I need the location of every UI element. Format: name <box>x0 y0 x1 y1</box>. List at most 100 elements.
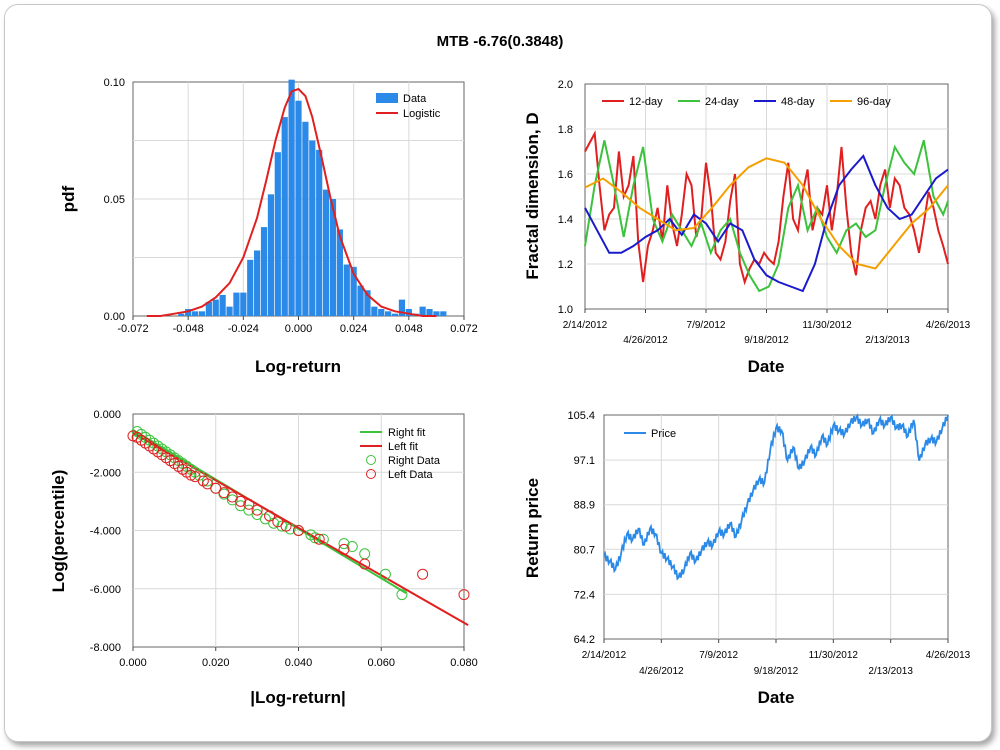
histogram-bar <box>219 294 226 316</box>
data-point <box>379 568 391 580</box>
y-tick-label: 1.2 <box>558 259 573 271</box>
histogram-bar <box>329 199 337 316</box>
series-line-48-day <box>584 154 949 293</box>
histogram-bar <box>378 308 385 316</box>
data-point <box>201 475 213 487</box>
data-point <box>458 589 470 601</box>
price-panel: 2/14/2012 4/26/2012 7/9/2012 9/18/2012 11/30… <box>523 410 971 707</box>
y-tick-label: 88.9 <box>574 500 595 512</box>
x-tick-label: 11/30/2012 <box>809 650 859 661</box>
histogram-bar <box>371 306 378 316</box>
x-tick-label: 9/18/2012 <box>744 335 789 346</box>
histogram-bar <box>254 250 261 316</box>
data-point <box>293 525 304 536</box>
price-x-label: Date <box>758 688 795 707</box>
histogram-bar <box>350 266 357 316</box>
histogram-bar <box>295 100 302 316</box>
y-tick-label: -6.000 <box>90 584 121 596</box>
histogram-bar <box>178 313 185 316</box>
histogram-bar <box>433 311 440 316</box>
series-line-24-day <box>584 140 949 293</box>
histogram-bar <box>288 79 295 316</box>
histogram-bar <box>405 308 412 316</box>
histogram-legend: Data Logistic <box>376 93 441 120</box>
y-tick-label: 72.4 <box>574 589 595 601</box>
x-tick-label: 0.000 <box>285 323 313 335</box>
data-point <box>417 568 429 580</box>
legend-swatch-data <box>376 93 398 103</box>
fractal-legend: 12-day 24-day 48-day 96-day <box>602 96 891 108</box>
x-tick-label: 0.060 <box>367 657 395 669</box>
price-legend: Price <box>624 428 676 440</box>
x-tick-label: 0.024 <box>340 323 368 335</box>
x-tick-label: 7/9/2012 <box>687 320 726 331</box>
fractal-y-label: Fractal dimension, D <box>523 112 542 279</box>
x-tick-label: 2/13/2013 <box>865 335 910 346</box>
histogram-bar <box>198 311 206 316</box>
tail-x-label: |Log-return| <box>250 688 345 707</box>
y-tick-label: 105.4 <box>567 410 595 422</box>
histogram-bar <box>274 152 281 316</box>
fractal-panel: 2/14/2012 4/26/2012 7/9/2012 9/18/2012 11/30… <box>523 79 971 376</box>
series-line-12-day <box>584 130 949 286</box>
y-tick-label: 0.10 <box>104 77 125 89</box>
legend-label-left-fit: Left fit <box>388 441 418 453</box>
histogram-bar <box>260 227 268 316</box>
data-point <box>338 543 350 555</box>
histogram-bar <box>267 194 275 316</box>
x-tick-label: 9/18/2012 <box>754 666 799 677</box>
histogram-bar <box>419 306 426 316</box>
x-tick-label: 2/14/2012 <box>563 320 608 331</box>
y-tick-label: 2.0 <box>558 79 573 91</box>
data-point <box>359 548 371 560</box>
x-tick-label: 0.020 <box>202 657 230 669</box>
tail-legend: Right fit Left fit Right Data Left Data <box>360 427 441 481</box>
histogram-bar <box>240 292 247 316</box>
legend-label-data: Data <box>403 93 427 105</box>
x-tick-label: 4/26/2013 <box>926 650 971 661</box>
legend-label-logistic: Logistic <box>403 108 441 120</box>
y-tick-label: 1.8 <box>558 124 573 136</box>
data-point <box>280 520 292 532</box>
legend-label-48-day: 48-day <box>781 96 815 108</box>
data-point <box>264 510 276 522</box>
y-tick-label: -4.000 <box>90 526 121 538</box>
histogram-bar <box>343 264 350 316</box>
data-point <box>226 494 238 506</box>
x-tick-label: -0.048 <box>173 323 204 335</box>
price-line <box>603 413 949 581</box>
tail-panel: 0.000 0.020 0.040 0.060 0.080 0.000 -2.000 -4.… <box>49 409 478 707</box>
y-tick-label: -8.000 <box>90 642 121 654</box>
histogram-bar <box>322 189 330 316</box>
data-point <box>338 538 350 550</box>
legend-label-24-day: 24-day <box>705 96 739 108</box>
x-tick-label: 4/26/2013 <box>926 320 971 331</box>
legend-label-right-data: Right Data <box>388 455 441 467</box>
histogram-bar <box>336 229 343 316</box>
legend-label-96-day: 96-day <box>857 96 891 108</box>
histogram-bar <box>191 311 199 316</box>
x-tick-label: 0.048 <box>395 323 423 335</box>
tail-y-label: Log(percentile) <box>49 470 68 593</box>
fractal-x-label: Date <box>748 357 785 376</box>
x-tick-label: 0.040 <box>285 657 313 669</box>
x-tick-label: 4/26/2012 <box>639 666 684 677</box>
y-tick-label: -2.000 <box>90 467 121 479</box>
x-tick-label: 0.080 <box>450 657 478 669</box>
histogram-bar <box>185 308 192 316</box>
price-y-label: Return price <box>523 478 542 578</box>
histogram-bar <box>233 292 240 316</box>
histogram-bar <box>302 121 309 316</box>
histogram-bar <box>391 313 399 316</box>
page-title: MTB -6.76(0.3848) <box>436 33 564 50</box>
y-tick-label: 1.6 <box>558 169 573 181</box>
data-point <box>359 558 371 570</box>
data-point <box>235 495 247 507</box>
histogram-bar <box>226 306 233 316</box>
histogram-x-label: Log-return <box>255 357 341 376</box>
data-point <box>317 533 329 545</box>
histogram-y-label: pdf <box>59 185 78 212</box>
y-tick-label: 1.4 <box>558 214 573 226</box>
logistic-curve <box>146 87 437 317</box>
y-tick-label: 64.2 <box>574 634 595 646</box>
